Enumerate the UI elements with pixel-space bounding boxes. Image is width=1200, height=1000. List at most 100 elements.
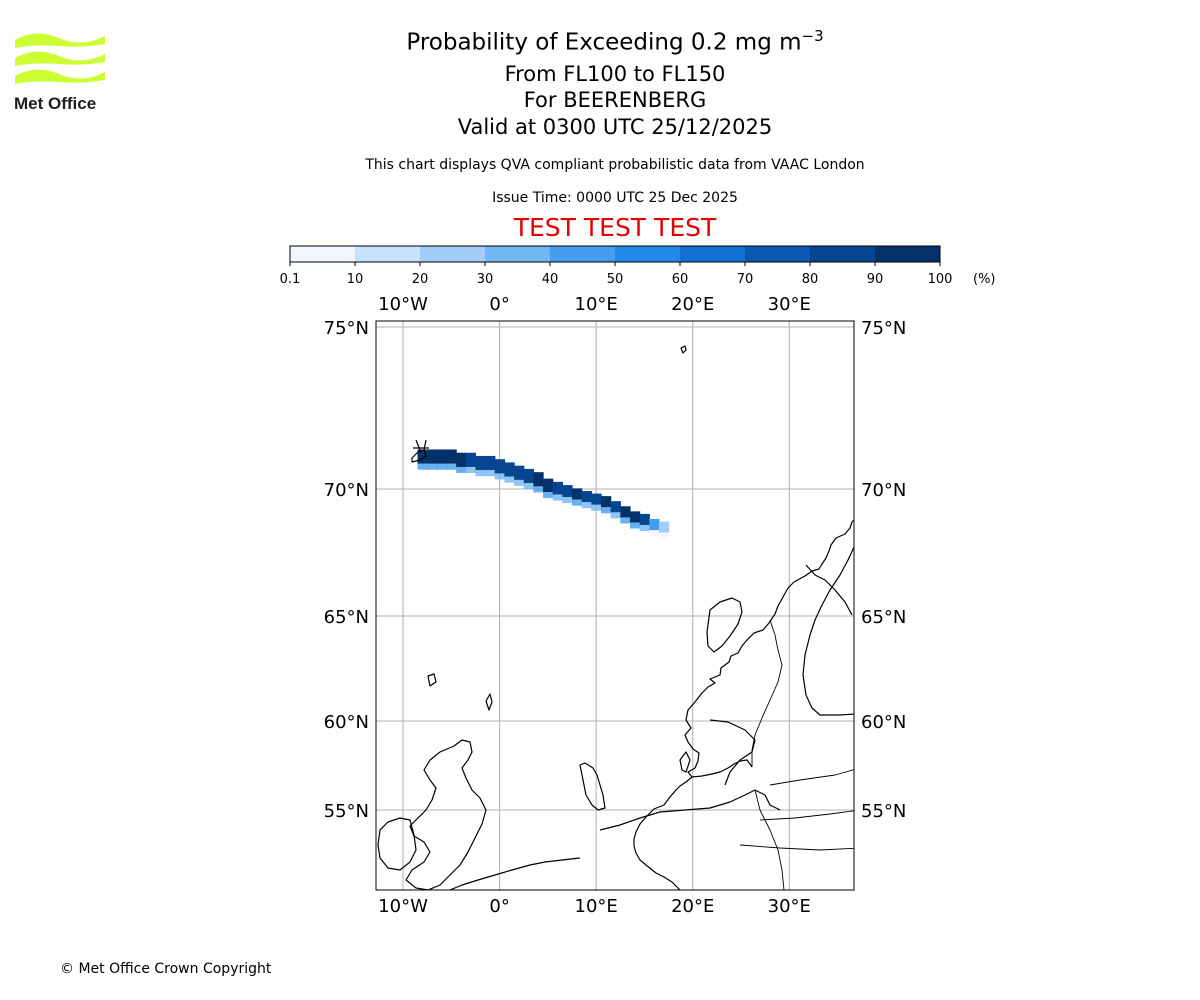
title-line1: Probability of Exceeding 0.2 mg m [406, 29, 802, 56]
plume-edge [572, 499, 583, 506]
baltic-coastline [599, 789, 781, 831]
colorbar-tick-label: 70 [737, 272, 754, 287]
logo-text: Met Office [14, 94, 97, 113]
great-britain-coastline [405, 739, 487, 890]
plume-edge [639, 525, 650, 532]
colorbar-cell [680, 246, 746, 262]
plume-edge [629, 522, 641, 529]
plume-edge [504, 476, 515, 483]
plume-edge [523, 483, 535, 490]
plume-edge [620, 517, 631, 524]
lon-label-bottom: 10°E [575, 896, 618, 917]
colorbar-tick-label: 10 [347, 272, 364, 287]
shetland-islands [485, 693, 493, 711]
copyright: © Met Office Crown Copyright [60, 961, 272, 977]
lat-label-left: 75°N [324, 318, 369, 339]
lat-label-left: 60°N [324, 712, 369, 733]
lat-label-right: 60°N [861, 712, 906, 733]
plume-cell [658, 521, 670, 533]
lon-label-bottom: 0° [489, 896, 509, 917]
lon-label-top: 20°E [671, 294, 714, 315]
colorbar-cell [875, 246, 941, 262]
russia-border [895, 488, 920, 710]
plume-cell [456, 452, 467, 467]
plume-edge [456, 466, 467, 473]
coastlines [377, 345, 920, 890]
plume-cell [533, 472, 544, 487]
colorbar-cell [290, 246, 356, 262]
lon-label-bottom: 30°E [768, 896, 811, 917]
plume-edge [494, 473, 506, 480]
plume-cell [523, 468, 535, 484]
norway-fjord-detail [633, 776, 693, 890]
plume-edge [446, 463, 457, 470]
jan-mayen-north [413, 439, 429, 451]
colorbar-tick-label: 80 [802, 272, 819, 287]
plume-cell [600, 496, 612, 508]
test-banner: TEST TEST TEST [513, 213, 717, 242]
met-office-waves-icon [15, 33, 105, 84]
map-chart: 10°W 10°W 0° 0° 10°E 10°E 20°E 20°E 30°E 30°E 75°N… [324, 294, 920, 917]
plume-edge [485, 470, 496, 477]
plume-cell [446, 449, 457, 464]
map-frame [375, 320, 855, 891]
plume-edge [465, 466, 477, 473]
country-borders [751, 619, 785, 890]
colorbar-cell [550, 246, 616, 262]
colorbar-tick-label: 60 [672, 272, 689, 287]
plume-cell [649, 518, 660, 531]
ireland-coastline [377, 817, 417, 871]
finland-lake [706, 597, 743, 653]
title-volcano: For BEERENBERG [523, 88, 707, 112]
baltic-states-coast [709, 719, 756, 786]
plume-cell [572, 488, 583, 500]
plume-edge [610, 512, 621, 519]
plume-cell [514, 465, 525, 480]
title-flight-levels: From FL100 to FL150 [504, 62, 726, 86]
map-frame-bg [376, 321, 854, 890]
colorbar-unit: (%) [973, 272, 996, 287]
plume-edge [591, 504, 602, 511]
plume-cell [610, 501, 621, 513]
plume-cell [581, 491, 592, 503]
plume-edge [658, 532, 670, 539]
eastern-borders [739, 769, 854, 851]
colorbar-tick-label: 0.1 [280, 272, 301, 287]
plume-cell [504, 462, 515, 477]
colorbar-cell [485, 246, 551, 262]
ash-plume [417, 449, 670, 539]
colorbar-tick-label: 50 [607, 272, 624, 287]
lat-label-left: 55°N [324, 801, 369, 822]
jan-mayen-island [411, 449, 427, 463]
chart-title: Probability of Exceeding 0.2 mg m−3 [300, 27, 930, 56]
lon-label-top: 10°E [575, 294, 618, 315]
lat-label-right: 75°N [861, 318, 906, 339]
lat-label-left: 65°N [324, 607, 369, 628]
plume-cell [417, 449, 428, 464]
colorbar-cell [355, 246, 421, 262]
plume-cell [639, 513, 650, 526]
plume-cell [562, 485, 573, 498]
plume-edge [649, 530, 660, 537]
denmark-coastline [579, 762, 606, 811]
colorbar-tick-label: 100 [928, 272, 953, 287]
gotland-island [679, 751, 691, 773]
axis-labels: 10°W 10°W 0° 0° 10°E 10°E 20°E 20°E 30°E 30°E 75°N… [324, 294, 907, 917]
plume-edge [514, 479, 525, 486]
plume-cell [465, 452, 477, 467]
plume-cell [629, 511, 641, 523]
lat-label-left: 70°N [324, 480, 369, 501]
white-sea-coast [805, 564, 853, 616]
plume-cell [436, 449, 448, 464]
colorbar-tick-label: 30 [477, 272, 494, 287]
lon-label-top: 0° [489, 294, 509, 315]
plume-edge [581, 502, 592, 509]
lon-label-top: 30°E [768, 294, 811, 315]
plume-edge [436, 463, 448, 470]
lon-label-top: 10°W [378, 294, 428, 315]
lat-label-right: 65°N [861, 607, 906, 628]
faroe-islands [427, 673, 437, 687]
plume-cell [494, 459, 506, 474]
scandinavia-coastline [684, 519, 854, 778]
plume-cell [543, 478, 554, 493]
